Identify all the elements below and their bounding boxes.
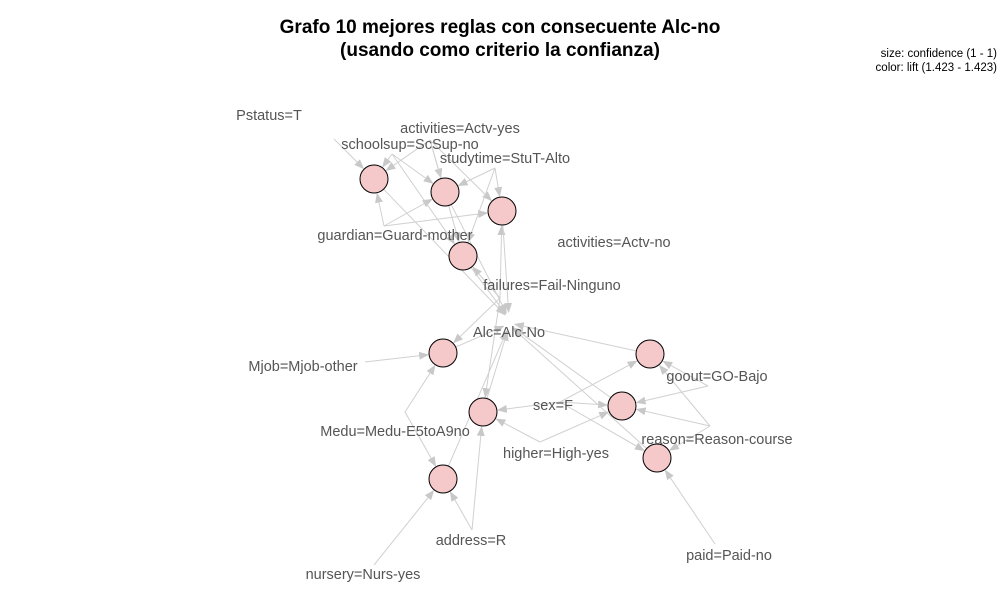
item-label-alc: Alc=Alc-No [473,325,545,341]
edge-studytime-to-r3 [494,167,503,198]
item-label-pstatus: Pstatus=T [236,108,302,124]
edge-pstatus-to-r1 [333,138,365,170]
edge-guardian-to-r2 [383,198,433,227]
edge-failures-to-r6 [482,297,501,399]
rule-nodes-layer [359,164,672,494]
edge-r8-to-consequent [513,322,637,352]
edge-sex-to-r9 [559,400,609,409]
edge-schoolsup-to-r2 [391,153,434,184]
item-label-paid: paid=Paid-no [686,548,772,564]
edge-activities_yes-to-r1 [385,139,431,171]
item-label-higher: higher=High-yes [503,446,609,462]
edge-schoolsup-to-r4 [391,153,456,245]
edge-r2-to-consequent [450,204,507,314]
edge-r5-to-consequent [455,325,505,348]
edge-r6-to-consequent [486,330,509,399]
edge-paid-to-r10 [664,469,716,545]
item-label-schoolsup: schoolsup=ScSup-no [341,137,478,153]
rule-node-r8[interactable] [635,339,665,369]
edge-nursery-to-r7 [373,489,435,566]
item-label-medu: Medu=Medu-E5toA9no [320,424,470,440]
edge-medu-to-r5 [404,364,436,413]
edge-higher-to-r9 [539,411,610,443]
edge-reason-to-r9 [635,407,711,427]
item-labels-layer: Pstatus=T activities=Actv-yesschoolsup=Sc… [236,108,792,583]
rule-node-r9[interactable] [607,391,637,421]
rule-node-r4[interactable] [448,241,478,271]
edge-r10-to-consequent [512,328,648,449]
edge-sex-to-r10 [559,401,645,452]
item-label-address: address=R [436,533,507,549]
item-label-activities_yes: activities=Actv-yes [400,121,520,137]
rule-node-r5[interactable] [428,338,458,368]
edge-address-to-r6 [471,425,485,531]
item-label-failures: failures=Fail-Ninguno [483,278,620,294]
edge-reason-to-r10 [668,425,711,451]
edge-activities_yes-to-r3 [429,139,493,202]
rule-node-r1[interactable] [359,164,389,194]
rule-node-r7[interactable] [428,464,458,494]
item-label-guardian: guardian=Guard-mother [317,228,472,244]
edge-failures-to-r4 [472,266,501,299]
legend-color: color: lift (1.423 - 1.423) [875,62,997,74]
edge-studytime-to-r4 [467,167,496,243]
edge-guardian-to-r3 [383,210,489,227]
edge-medu-to-r7 [404,411,437,467]
edge-address-to-r7 [449,491,473,531]
legend-size: size: confidence (1 - 1) [880,48,997,60]
edge-reason-to-r8 [658,364,711,427]
edge-schoolsup-to-r1 [382,153,393,168]
edge-sex-to-r6 [496,401,561,413]
item-label-mjob: Mjob=Mjob-other [248,359,357,375]
edge-higher-to-r6 [495,418,541,443]
edge-r1-to-consequent [383,188,506,316]
item-label-goout: goout=GO-Bajo [666,369,767,385]
edge-sex-to-r8 [559,360,638,403]
item-label-nursery: nursery=Nurs-yes [306,567,421,583]
title-line-1: Grafo 10 mejores reglas con consecuente … [279,17,721,38]
edge-r4-to-consequent [470,267,507,315]
item-label-activities_no: activities=Actv-no [557,235,670,251]
edge-failures-to-r5 [453,297,501,344]
edge-studytime-to-r2 [457,167,496,186]
rule-node-r6[interactable] [468,397,498,427]
rule-node-r2[interactable] [430,177,460,207]
item-label-studytime: studytime=StuT-Alto [440,151,570,167]
edge-goout-to-r8 [662,360,709,387]
edge-r9-to-consequent [513,327,612,399]
rule-node-r10[interactable] [642,443,672,473]
edge-guardian-to-r1 [375,192,385,227]
edge-failures-to-r3 [497,224,506,299]
edge-r3-to-consequent [502,224,513,314]
chart-title: Grafo 10 mejores reglas con consecuente … [0,16,1000,62]
edge-mjob-to-r5 [364,351,430,363]
legend: size: confidence (1 - 1) color: lift (1.… [876,47,997,75]
item-label-reason: reason=Reason-course [641,432,792,448]
edges-layer [333,138,716,566]
item-label-sex: sex=F [533,398,573,414]
title-line-2: (usando como criterio la confianza) [340,40,660,61]
edge-goout-to-r9 [635,385,709,405]
rule-node-r3[interactable] [487,196,517,226]
